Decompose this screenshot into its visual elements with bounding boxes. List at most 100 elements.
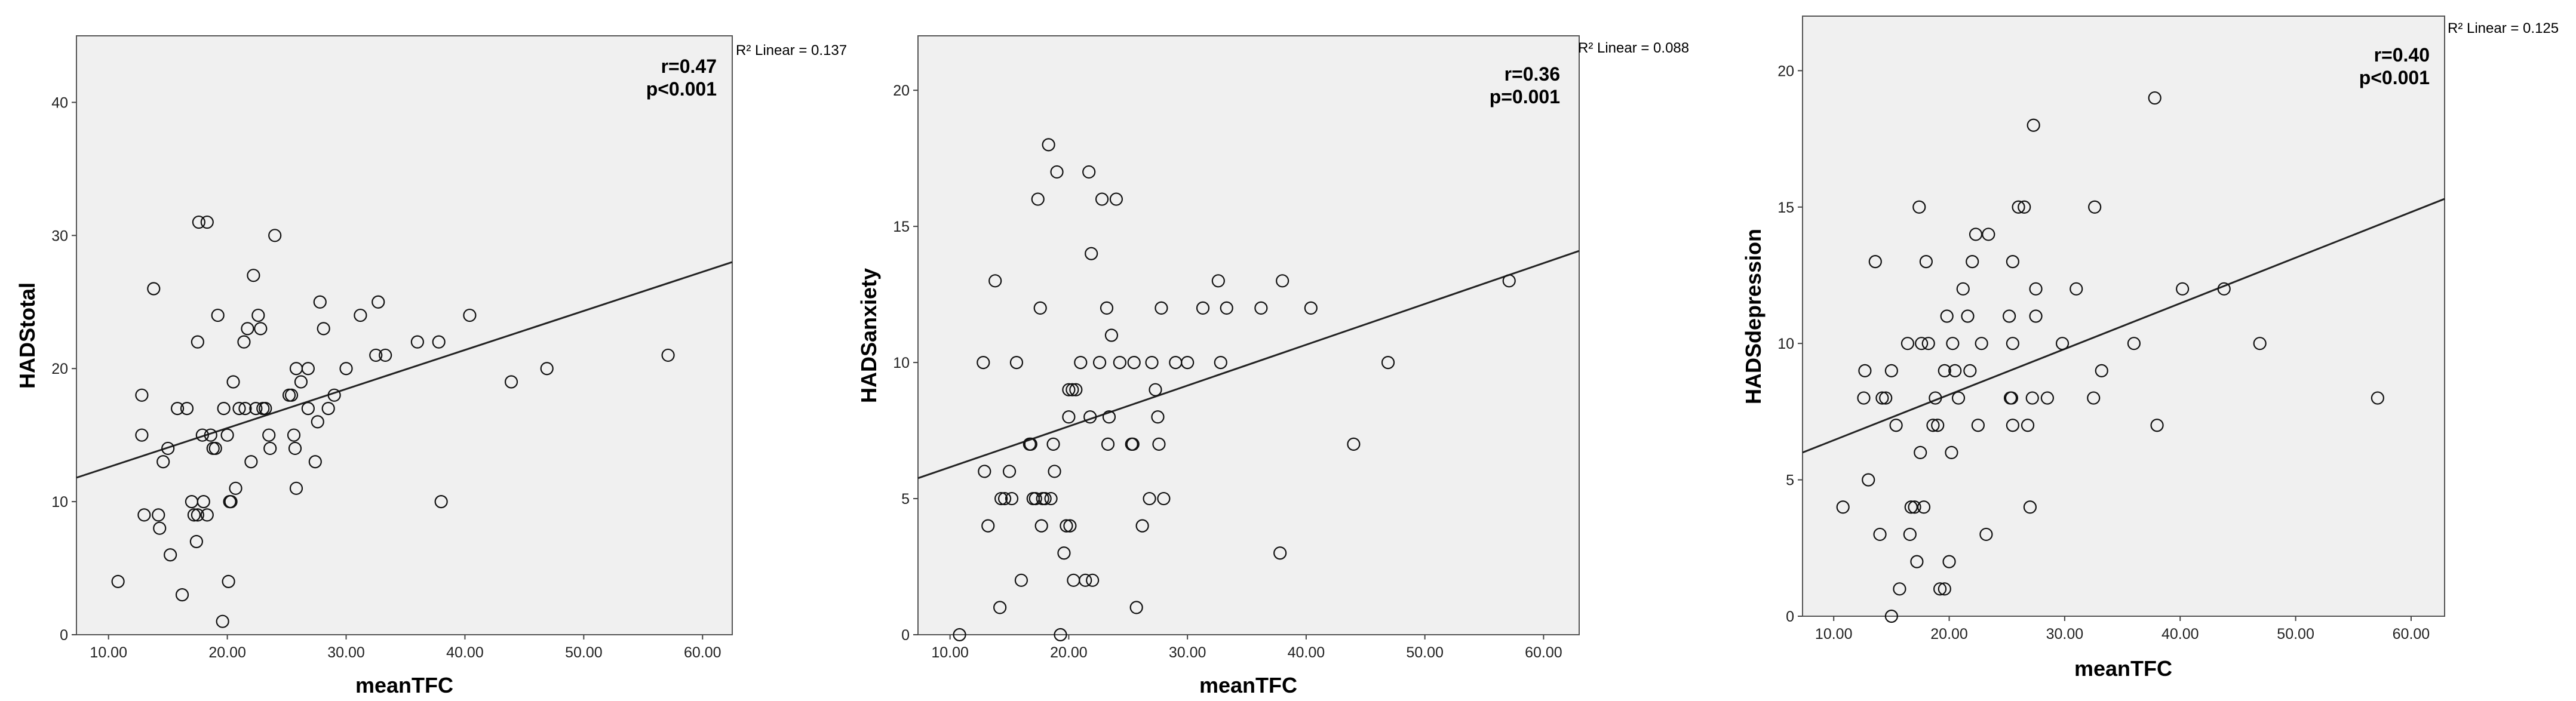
data-point: [434, 495, 448, 509]
data-point: [1938, 364, 1951, 377]
data-point: [2018, 200, 2031, 214]
y-axis-title: HADSdepression: [1741, 229, 1766, 404]
data-point: [1196, 301, 1210, 315]
data-point: [1104, 328, 1119, 342]
data-point: [191, 335, 204, 349]
data-point: [1919, 255, 1933, 269]
data-point: [2021, 419, 2035, 432]
y-tick-label: 5: [901, 491, 910, 508]
data-point: [232, 401, 246, 416]
fit-label: R² Linear = 0.125: [2448, 20, 2559, 36]
data-point: [1083, 410, 1097, 424]
data-point: [1014, 573, 1028, 587]
y-tick-label: 0: [1786, 608, 1794, 625]
data-point: [1038, 491, 1052, 506]
data-point: [1024, 437, 1037, 451]
x-tick-label: 30.00: [327, 644, 365, 661]
data-point: [195, 428, 209, 442]
data-point: [1149, 383, 1162, 396]
data-point: [1085, 247, 1098, 260]
data-point: [1914, 445, 1927, 460]
data-point: [156, 455, 170, 469]
data-point: [1875, 391, 1889, 405]
data-point: [241, 322, 254, 336]
data-point: [1979, 527, 1993, 542]
x-tick-label: 40.00: [1288, 644, 1325, 661]
data-point: [371, 295, 385, 309]
data-point: [180, 401, 194, 416]
data-point: [262, 428, 276, 442]
y-tick-label: 30: [51, 227, 68, 244]
data-point: [988, 274, 1002, 288]
y-tick-label: 10: [1777, 336, 1794, 352]
data-point: [192, 215, 205, 229]
panel-hadstotal: 10.00 20.00 30.00 40.00 50.00 60.00010203040 …: [15, 35, 847, 697]
data-point: [1502, 274, 1516, 288]
data-point: [2040, 391, 2054, 405]
data-point: [135, 388, 149, 402]
data-point: [208, 441, 222, 456]
data-point: [1910, 555, 1924, 568]
data-point: [977, 355, 990, 370]
fit-line: [1802, 198, 2445, 454]
data-point: [1009, 355, 1024, 370]
data-point: [294, 375, 308, 389]
x-tick-label: 60.00: [2393, 626, 2430, 642]
data-point: [1951, 391, 1966, 405]
data-point: [187, 508, 201, 522]
data-point: [2004, 391, 2019, 405]
y-tick-label: 10: [893, 355, 910, 371]
data-point: [200, 215, 214, 229]
fit-label: R² Linear = 0.088: [1578, 40, 1689, 56]
data-point: [1044, 491, 1058, 506]
data-point: [1969, 227, 1983, 241]
data-point: [1893, 582, 1906, 596]
data-point: [1181, 355, 1195, 370]
fit-line: [76, 261, 733, 479]
data-point: [1917, 500, 1931, 514]
r-value: r=0.36: [1505, 63, 1560, 85]
data-point: [1220, 301, 1233, 315]
data-point: [152, 508, 165, 522]
data-point: [953, 628, 966, 642]
data-point: [2371, 391, 2384, 405]
data-point: [1033, 301, 1047, 315]
data-point: [1933, 582, 1947, 596]
tick-group: 10.00 20.00 30.00 40.00 50.00 60.00 0 5 10 15 20: [1777, 63, 2430, 642]
data-point: [1143, 491, 1156, 506]
data-point: [2006, 419, 2019, 432]
data-point: [1254, 301, 1268, 315]
data-point: [2150, 419, 2164, 432]
x-tick-label: 40.00: [2161, 626, 2199, 642]
tick-group: 10.00 20.00 30.00 40.00 50.00 60.00 0 10 20 30 40: [51, 94, 721, 661]
data-point: [284, 388, 299, 402]
data-point: [301, 362, 315, 376]
data-point: [1862, 473, 1875, 487]
data-point: [211, 308, 225, 322]
data-point: [1102, 410, 1116, 424]
data-point: [2029, 282, 2043, 296]
p-value: p<0.001: [646, 78, 717, 100]
data-point: [1063, 519, 1077, 533]
data-point: [1155, 301, 1168, 315]
y-tick-label: 10: [51, 494, 68, 511]
data-point: [994, 491, 1008, 506]
y-tick-label: 20: [1777, 63, 1794, 79]
y-tick-label: 0: [60, 627, 68, 644]
data-point: [220, 428, 234, 442]
data-point: [2087, 391, 2101, 405]
data-point: [1034, 519, 1048, 533]
data-point: [1211, 274, 1225, 288]
fit-label: R² Linear = 0.137: [736, 42, 847, 59]
data-point: [254, 322, 268, 336]
data-point: [224, 495, 238, 509]
x-tick-label: 20.00: [208, 644, 246, 661]
data-point: [247, 269, 260, 282]
x-tick-label: 10.00: [1815, 626, 1853, 642]
data-point: [200, 508, 214, 522]
data-point: [321, 401, 335, 416]
y-tick-label: 20: [893, 82, 910, 99]
data-point: [170, 401, 185, 416]
y-tick-label: 15: [1777, 199, 1794, 216]
